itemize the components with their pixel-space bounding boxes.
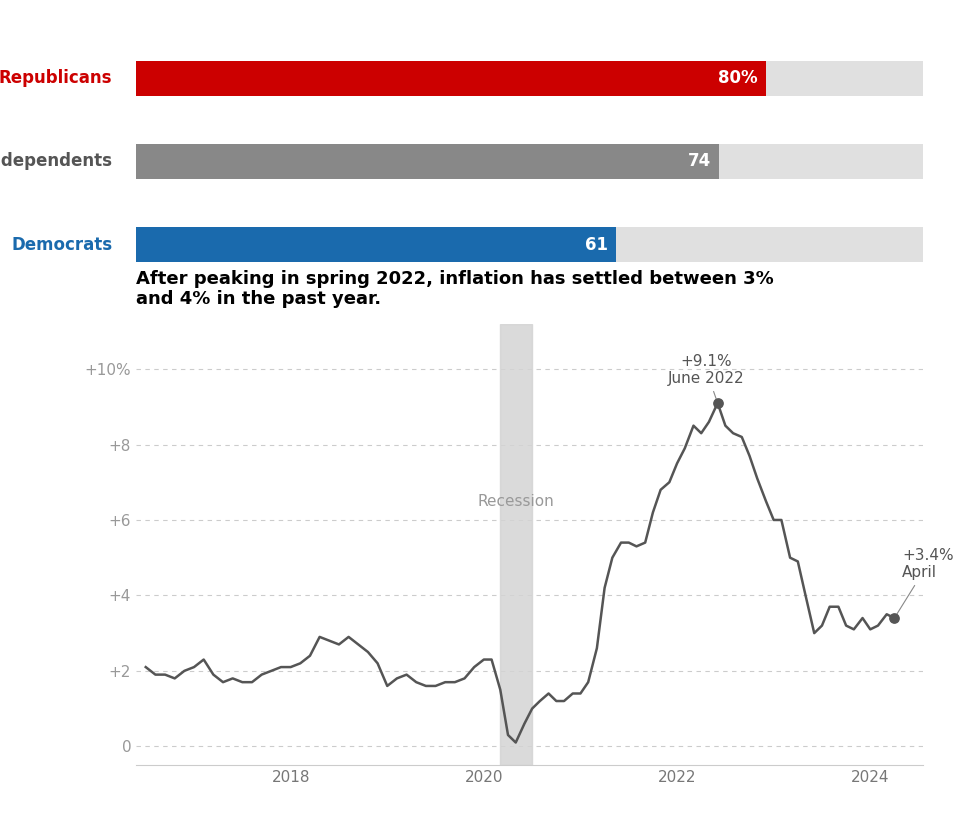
- Text: Democrats: Democrats: [12, 235, 113, 253]
- Point: [886, 611, 902, 624]
- Text: After peaking in spring 2022, inflation has settled between 3%
and 4% in the pas: After peaking in spring 2022, inflation …: [136, 269, 774, 309]
- Bar: [136, 227, 923, 262]
- Point: [710, 396, 725, 409]
- Bar: [136, 61, 766, 96]
- Text: Republicans: Republicans: [0, 69, 113, 87]
- Text: +9.1%
June 2022: +9.1% June 2022: [668, 353, 745, 400]
- Bar: [136, 144, 923, 179]
- Text: 61: 61: [585, 235, 608, 253]
- Text: 74: 74: [687, 152, 711, 170]
- Text: +3.4%
April: +3.4% April: [896, 548, 954, 615]
- Bar: [136, 227, 616, 262]
- Bar: [136, 144, 718, 179]
- Text: Recession: Recession: [478, 493, 555, 509]
- Bar: [501, 324, 532, 765]
- Text: Independents: Independents: [0, 152, 113, 170]
- Bar: [136, 61, 923, 96]
- Text: 80%: 80%: [718, 69, 758, 87]
